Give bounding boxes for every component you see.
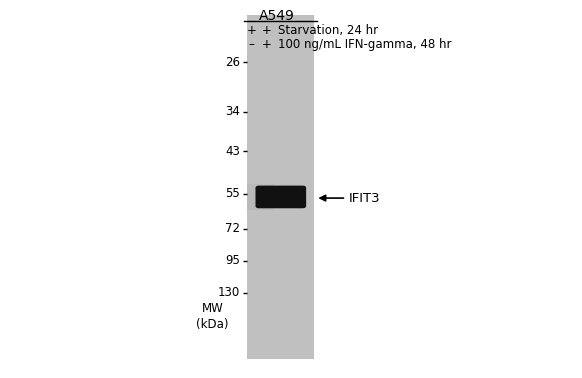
Text: Starvation, 24 hr: Starvation, 24 hr (278, 25, 378, 37)
Text: –: – (249, 38, 254, 51)
FancyBboxPatch shape (255, 186, 306, 208)
Text: 43: 43 (225, 145, 240, 158)
Text: 55: 55 (226, 187, 240, 200)
Text: A549: A549 (259, 9, 295, 23)
Text: 95: 95 (225, 254, 240, 267)
Bar (247, 15, 314, 359)
Text: 130: 130 (218, 287, 240, 299)
Text: IFIT3: IFIT3 (349, 192, 381, 204)
Text: +: + (262, 25, 271, 37)
Text: 26: 26 (225, 56, 240, 69)
Text: 100 ng/mL IFN-gamma, 48 hr: 100 ng/mL IFN-gamma, 48 hr (278, 38, 452, 51)
Bar (247, 184, 275, 210)
Text: MW
(kDa): MW (kDa) (196, 302, 229, 332)
Text: +: + (247, 25, 256, 37)
Text: +: + (262, 38, 271, 51)
Text: 34: 34 (225, 105, 240, 118)
Text: 72: 72 (225, 222, 240, 235)
